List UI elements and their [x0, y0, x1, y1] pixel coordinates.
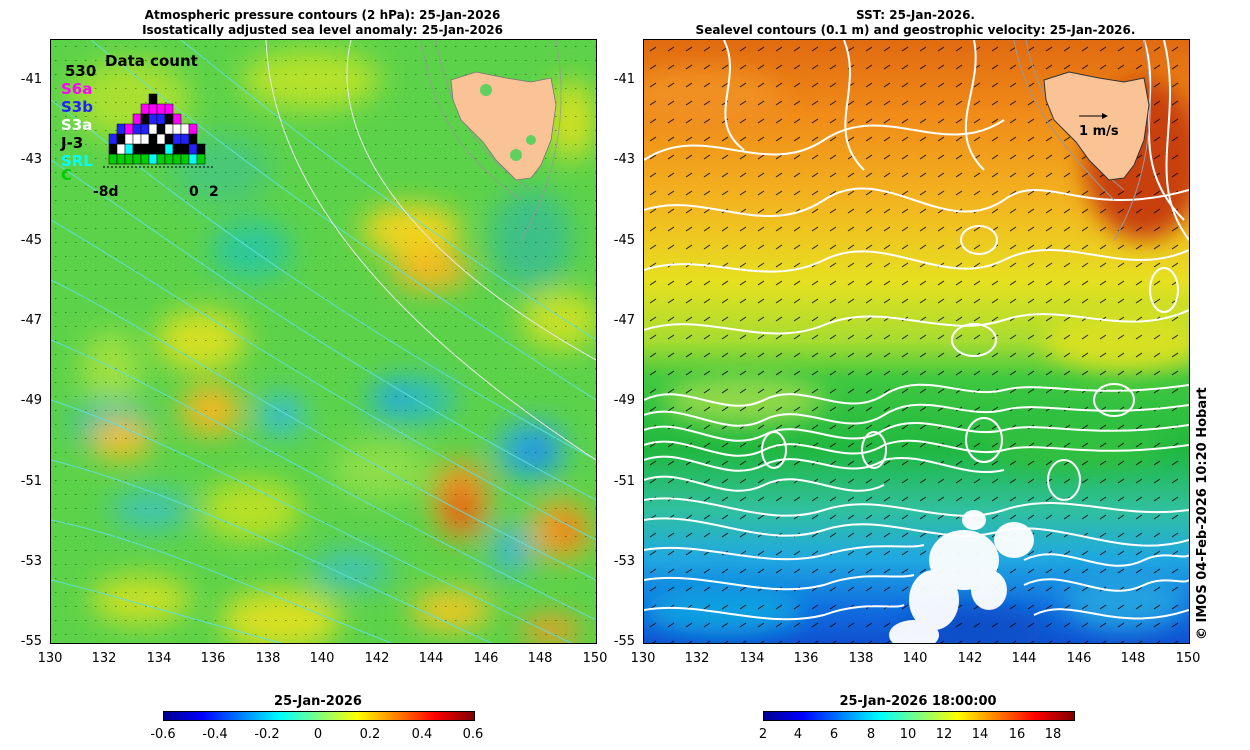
right-xtick: 146 — [1066, 651, 1092, 666]
left-ytick: -41 — [20, 72, 42, 87]
right-colorbar-label: 6 — [829, 727, 839, 742]
left-colorbar-label: -0.2 — [254, 727, 280, 742]
left-ytick: -51 — [20, 474, 42, 489]
inset-x-label-zero: 0 — [189, 184, 199, 200]
data-count-inset: 530 Data count S6a S3b S3a J-3 SRL C — [51, 48, 231, 200]
right-colorbar-label: 14 — [971, 727, 989, 742]
data-count-title: Data count — [105, 52, 198, 70]
right-ytick: -43 — [613, 152, 635, 167]
left-ytick: -43 — [20, 152, 42, 167]
left-ytick: -47 — [20, 313, 42, 328]
left-xtick: 130 — [37, 651, 63, 666]
left-colorbar-label: -0.4 — [202, 727, 228, 742]
right-colorbar-label: 16 — [1008, 727, 1026, 742]
data-count-histogram — [103, 93, 213, 168]
velocity-scale-label: 1 m/s — [1079, 124, 1119, 139]
left-xtick: 136 — [200, 651, 226, 666]
mission-s3a: S3a — [61, 116, 93, 134]
sst-map-graphic — [644, 40, 1189, 643]
right-ytick: -45 — [613, 233, 635, 248]
right-ytick: -49 — [613, 393, 635, 408]
left-colorbar-title: 25-Jan-2026 — [274, 694, 362, 709]
left-title-line2: Isostatically adjusted sea level anomaly… — [142, 23, 503, 37]
left-colorbar-label: 0.6 — [462, 727, 484, 742]
right-colorbar-label: 18 — [1044, 727, 1062, 742]
left-xtick: 146 — [473, 651, 499, 666]
left-xtick: 140 — [309, 651, 335, 666]
sst-map[interactable]: 1 m/s — [643, 39, 1190, 644]
right-colorbar-label: 4 — [793, 727, 803, 742]
sea-level-anomaly-map[interactable]: 530 Data count S6a S3b S3a J-3 SRL C — [50, 39, 597, 644]
tasmania-land — [1043, 71, 1150, 181]
mission-s3b: S3b — [61, 98, 93, 116]
right-xtick: 134 — [739, 651, 765, 666]
right-xtick: 136 — [793, 651, 819, 666]
right-xtick: 132 — [684, 651, 710, 666]
right-ytick: -47 — [613, 313, 635, 328]
right-colorbar-label: 2 — [758, 727, 768, 742]
right-xtick: 150 — [1175, 651, 1201, 666]
mission-s6a: S6a — [61, 80, 93, 98]
inset-x-label-start: -8d — [93, 184, 119, 200]
left-title-line1: Atmospheric pressure contours (2 hPa): 2… — [144, 8, 501, 22]
tasmania-land — [450, 71, 557, 181]
right-colorbar-label: 10 — [899, 727, 917, 742]
mission-srl: SRL — [61, 152, 93, 170]
left-ytick: -49 — [20, 393, 42, 408]
left-xtick: 138 — [255, 651, 281, 666]
right-colorbar-label: 8 — [866, 727, 876, 742]
inset-x-label-end: 2 — [209, 184, 219, 200]
left-colorbar-label: 0.2 — [359, 727, 381, 742]
left-ytick: -55 — [20, 634, 42, 649]
mission-j3: J-3 — [61, 134, 84, 152]
left-colorbar-label: 0.4 — [411, 727, 433, 742]
right-xtick: 142 — [957, 651, 983, 666]
left-xtick: 148 — [527, 651, 553, 666]
left-xtick: 144 — [418, 651, 444, 666]
right-colorbar-label: 12 — [935, 727, 953, 742]
right-ytick: -51 — [613, 474, 635, 489]
right-title-line1: SST: 25-Jan-2026. — [856, 8, 975, 22]
right-ytick: -53 — [613, 554, 635, 569]
data-count-max: 530 — [65, 62, 97, 80]
left-ytick: -53 — [20, 554, 42, 569]
right-colorbar — [763, 711, 1075, 721]
right-colorbar-title: 25-Jan-2026 18:00:00 — [839, 694, 997, 709]
left-xtick: 142 — [364, 651, 390, 666]
left-colorbar-label: -0.6 — [150, 727, 176, 742]
left-xtick: 132 — [91, 651, 117, 666]
mission-c: C — [61, 166, 73, 184]
left-colorbar-label: 0 — [313, 727, 323, 742]
right-xtick: 144 — [1011, 651, 1037, 666]
imos-credit: © IMOS 04-Feb-2026 10:20 Hobart — [1195, 387, 1210, 640]
left-xtick: 150 — [582, 651, 608, 666]
right-xtick: 140 — [902, 651, 928, 666]
left-xtick: 134 — [146, 651, 172, 666]
right-xtick: 138 — [848, 651, 874, 666]
right-xtick: 148 — [1120, 651, 1146, 666]
right-ytick: -41 — [613, 72, 635, 87]
right-xtick: 130 — [630, 651, 656, 666]
right-title-line2: Sealevel contours (0.1 m) and geostrophi… — [695, 23, 1136, 37]
right-ytick: -55 — [613, 634, 635, 649]
left-ytick: -45 — [20, 233, 42, 248]
left-colorbar — [163, 711, 475, 721]
